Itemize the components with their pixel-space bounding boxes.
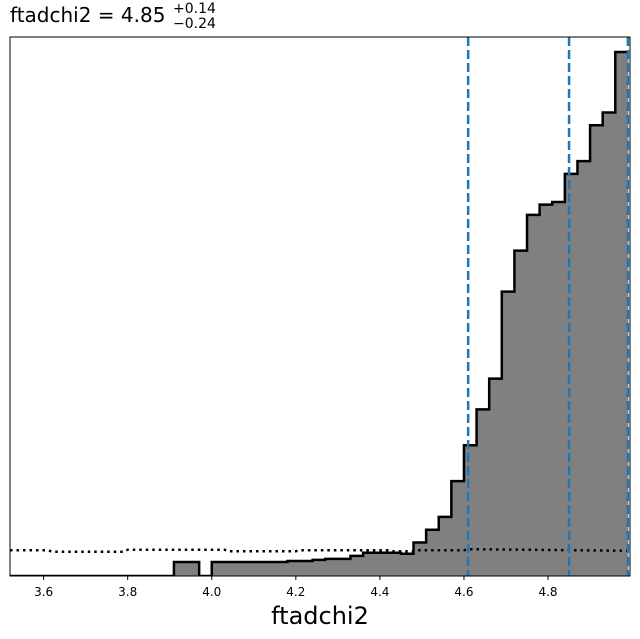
- histogram-bar: [539, 204, 553, 576]
- histogram-bar: [463, 445, 478, 576]
- histogram-bar: [400, 553, 415, 576]
- chart-title-prefix: ftadchi2 = 4.85: [10, 3, 165, 27]
- histogram-bar: [590, 125, 604, 576]
- histogram-bar: [501, 291, 515, 576]
- histogram-bar: [287, 560, 301, 576]
- prior-curve: [10, 547, 630, 553]
- histogram-bar: [211, 561, 225, 576]
- plot-clip-group: [10, 37, 630, 576]
- x-tick-label: 4.8: [538, 585, 557, 599]
- histogram-bar: [527, 214, 541, 576]
- histogram-bar: [350, 555, 364, 576]
- axes-frame: [9, 36, 631, 577]
- x-tick-label: 3.8: [118, 585, 137, 599]
- histogram-bar: [312, 559, 326, 576]
- histogram-bar: [375, 552, 389, 576]
- histogram-bar: [413, 542, 427, 576]
- histogram-bar: [602, 112, 616, 576]
- histogram-bar: [274, 561, 288, 576]
- chart-title: ftadchi2 = 4.85: [10, 3, 165, 27]
- chart-title-lower-error: −0.24: [173, 16, 216, 32]
- x-axis-label: ftadchi2: [271, 602, 369, 630]
- histogram-bar: [337, 558, 351, 576]
- histogram-bar: [363, 552, 377, 576]
- x-tick-label: 4.0: [202, 585, 221, 599]
- histogram-bar: [186, 561, 200, 576]
- histogram-bar: [615, 52, 629, 576]
- chart-title-upper-error: +0.14: [173, 1, 216, 17]
- histogram-bar: [552, 202, 566, 576]
- histogram-bar: [426, 529, 440, 576]
- histogram-bar: [476, 409, 490, 576]
- histogram-bar: [438, 516, 452, 576]
- plot-area: 3.6 3.8 4.0 4.2 4.4 4.6 4.8: [9, 36, 631, 599]
- histogram-bar: [451, 481, 465, 576]
- histogram-bar: [224, 561, 238, 576]
- histogram-bar: [577, 161, 591, 576]
- histogram-bar: [325, 558, 339, 576]
- histogram-bar: [514, 250, 528, 576]
- histogram-bar: [489, 378, 503, 576]
- x-tick-label: 4.2: [286, 585, 305, 599]
- histogram-bar: [173, 561, 188, 576]
- histogram-bar: [262, 561, 276, 576]
- x-tick-label: 4.6: [454, 585, 473, 599]
- histogram-bar: [236, 561, 251, 576]
- histogram-outline: [10, 50, 628, 576]
- histogram-bar: [249, 561, 263, 576]
- x-tick-label: 4.4: [370, 585, 389, 599]
- histogram-bar: [564, 173, 578, 576]
- x-tick-label: 3.6: [34, 585, 53, 599]
- histogram-bar: [300, 560, 314, 576]
- histogram-bar: [388, 552, 402, 576]
